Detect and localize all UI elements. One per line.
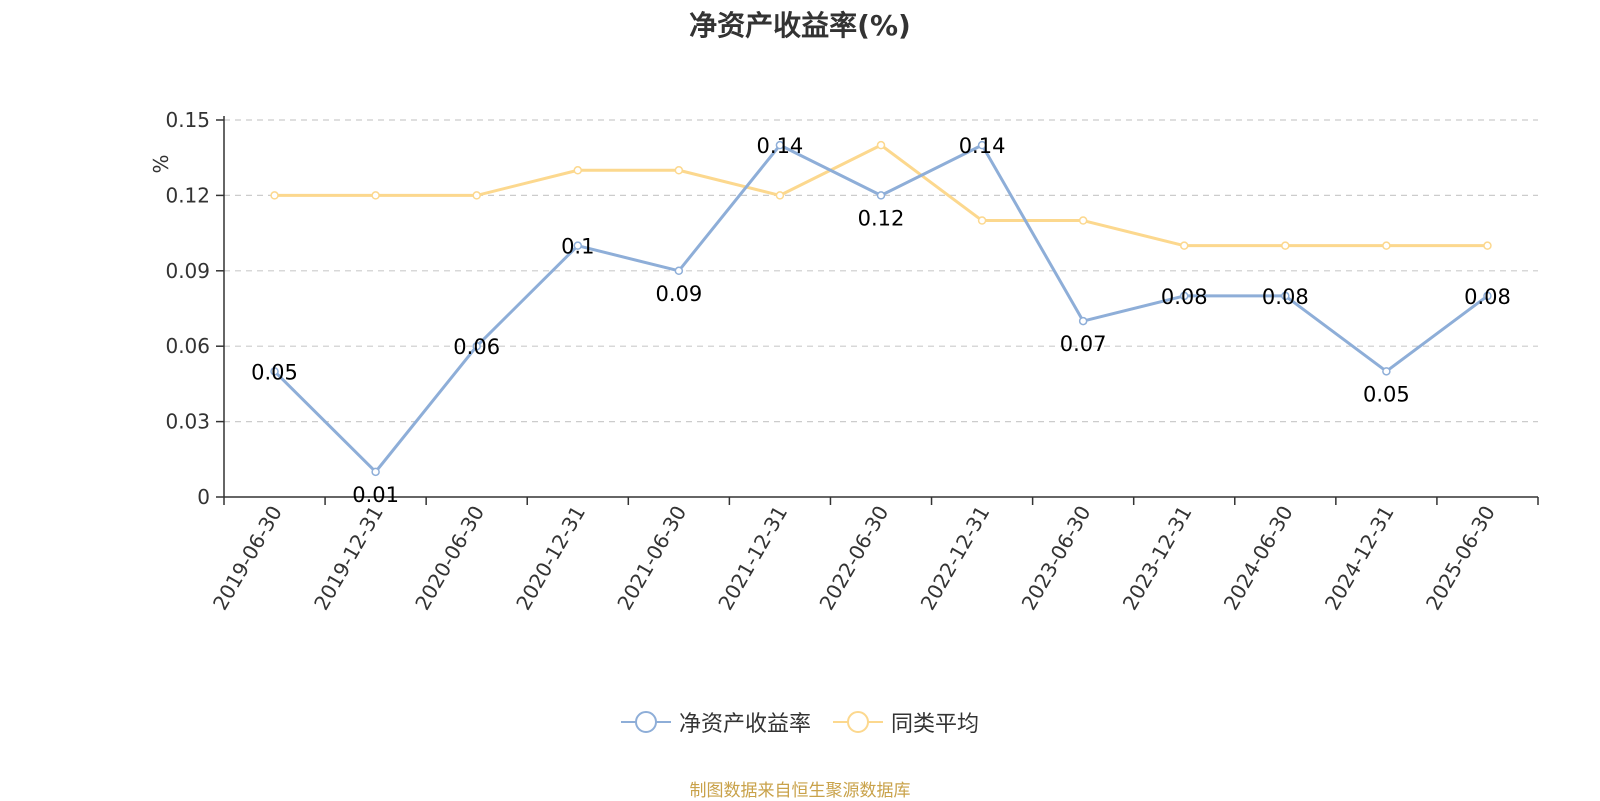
data-point-0 [674,266,684,276]
data-point-1 [270,191,279,200]
x-tick-label: 2022-06-30 [814,502,893,615]
y-tick-label: 0.12 [165,183,210,207]
data-point-0 [1281,291,1290,301]
data-label: 0.01 [352,483,399,507]
legend: 净资产收益率 同类平均 [0,706,1600,738]
legend-label: 同类平均 [891,712,980,737]
x-tick-label: 2020-06-30 [410,502,489,615]
data-point-0 [1382,367,1391,376]
data-point-0 [775,140,785,150]
data-point-1 [977,216,987,225]
x-tick-label: 2023-06-30 [1017,502,1096,615]
data-point-0 [573,241,583,250]
data-label: 0.08 [1161,285,1208,309]
data-point-1 [1382,241,1391,250]
x-tick-label: 2020-12-31 [511,502,590,615]
data-point-1 [1078,216,1088,225]
y-tick-label: 0.15 [165,108,210,132]
data-label: 0.07 [1060,332,1107,356]
y-axis-unit-label: % [149,154,173,173]
data-label: 0.05 [251,360,298,384]
x-tick-label: 2023-12-31 [1118,502,1197,615]
data-label: 0.06 [453,335,500,359]
x-tick-label: 2025-06-30 [1421,502,1500,615]
legend-line-circle-icon [620,711,671,733]
x-tick-label: 2021-06-30 [612,502,691,615]
series-lines [270,140,1492,477]
data-point-1 [1281,241,1290,250]
x-tick-label: 2021-12-31 [713,502,792,615]
data-point-0 [1078,316,1088,326]
data-label: 0.14 [757,134,804,158]
grid-lines [224,119,1538,423]
data-point-0 [472,341,481,351]
x-tick-label: 2024-12-31 [1320,502,1399,615]
y-tick-label: 0.06 [165,334,210,358]
data-point-1 [573,166,583,175]
y-tick-label: 0 [197,485,210,509]
data-point-0 [1179,291,1189,301]
x-tick-label: 2019-12-31 [309,502,388,615]
legend-label: 净资产收益率 [678,712,811,737]
data-label: 0.08 [1464,285,1511,309]
data-point-1 [1179,241,1189,250]
data-point-1 [876,140,886,150]
data-label: 0.12 [858,206,905,230]
data-point-1 [1483,241,1492,250]
data-label: 0.1 [561,235,594,259]
x-tick-label: 2022-12-31 [916,502,995,615]
chart-title: 净资产收益率(%) [689,9,911,42]
y-tick-label: 0.09 [165,259,210,283]
data-label: 0.09 [655,282,702,306]
y-tick-label: 0.03 [165,410,210,434]
data-point-0 [876,191,886,200]
data-point-1 [371,191,380,200]
data-point-1 [472,191,481,200]
data-point-0 [1483,291,1492,301]
data-point-0 [371,467,380,477]
line-chart: 0 0.03 0.06 0.09 0.12 0.15 2019-06-30 2019-12-3… [149,108,1539,615]
legend-item-roe[interactable]: 净资产收益率 [620,706,811,738]
x-tick-label: 2024-06-30 [1219,502,1298,615]
x-tick-label: 2019-06-30 [208,502,287,615]
axes: 0 0.03 0.06 0.09 0.12 0.15 2019-06-30 2019-12-3… [165,108,1539,615]
legend-line-circle-icon [833,711,883,733]
legend-item-peer-average[interactable]: 同类平均 [833,706,979,738]
data-point-1 [775,191,785,200]
data-point-1 [674,166,684,175]
data-labels: 0.05 0.01 0.06 0.1 0.09 0.14 0.12 0.14 0.07 0.08 0… [251,134,1511,507]
data-point-0 [270,367,279,376]
source-note: 制图数据来自恒生聚源数据库 [689,781,911,801]
data-label: 0.14 [959,134,1006,158]
data-label: 0.08 [1262,285,1309,309]
data-point-0 [977,140,987,150]
data-label: 0.05 [1363,382,1410,406]
